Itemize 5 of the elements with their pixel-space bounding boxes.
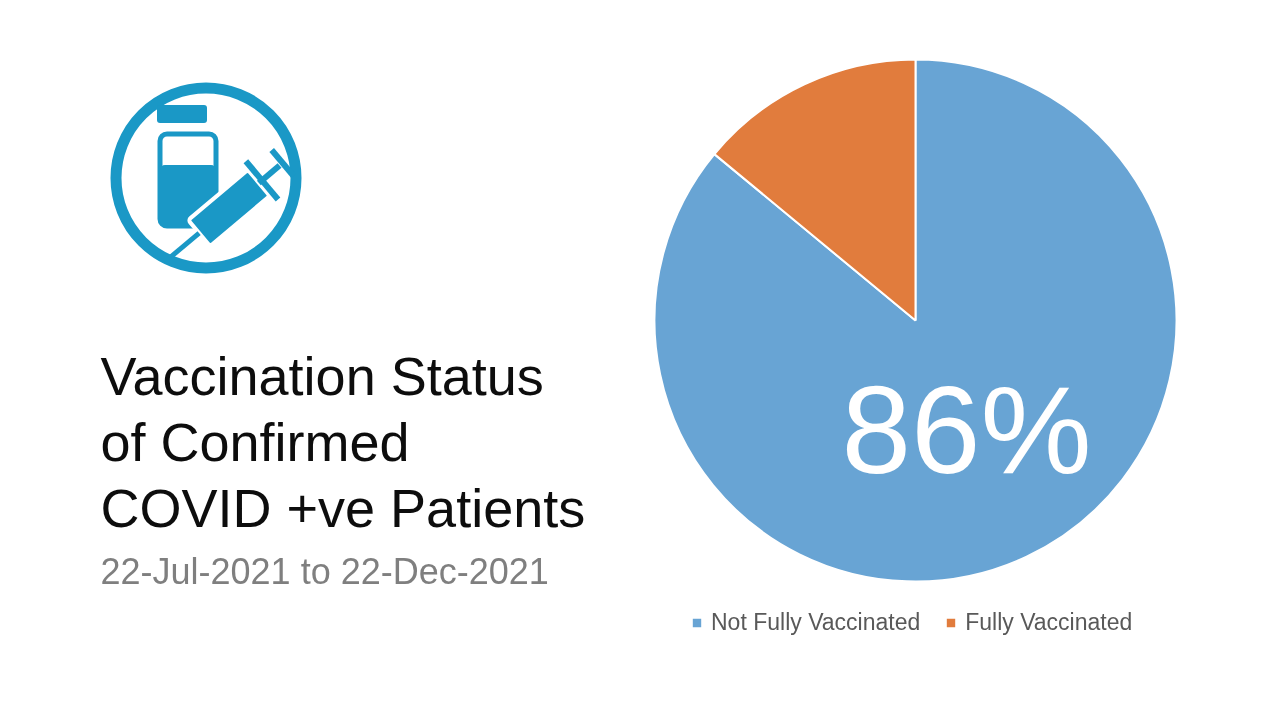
text: Vaccination Status of Confirmed COVID +ve Patients [100, 345, 586, 538]
data-label: 86% [841, 359, 1092, 499]
text: 22-Jul-2021 to 22-Dec-2021 [100, 550, 549, 592]
legend-label: Fully Vaccinated [965, 609, 1133, 636]
legend-label: Not Fully Vaccinated [711, 609, 921, 636]
